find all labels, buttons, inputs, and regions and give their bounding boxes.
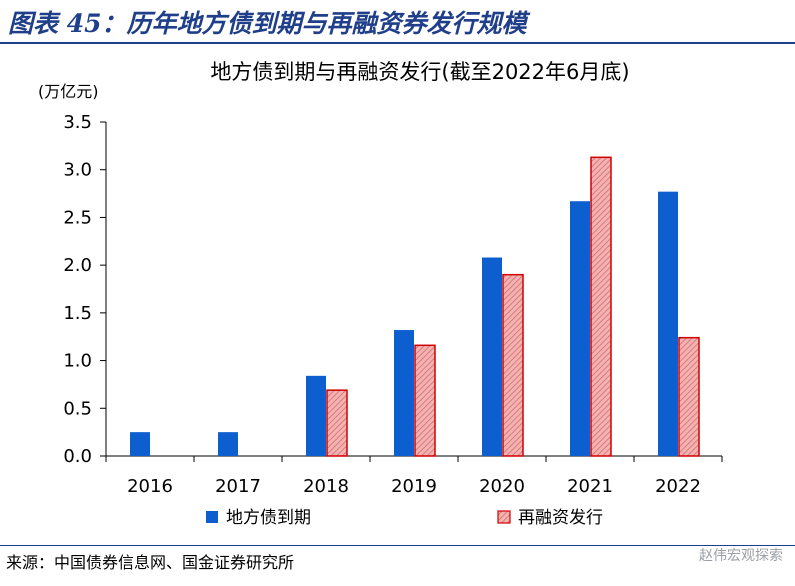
legend-swatch-refinancing (497, 510, 511, 524)
legend-label-refinancing: 再融资发行 (518, 508, 603, 528)
bar-maturity (130, 432, 150, 456)
source-rule (0, 545, 795, 546)
bar-refinancing (502, 273, 524, 457)
watermark: 赵伟宏观探索 (699, 548, 783, 564)
bar-refinancing (414, 344, 436, 457)
bar-maturity (394, 330, 414, 456)
bar-maturity (658, 191, 678, 457)
x-tick-label: 2017 (215, 476, 261, 497)
source-note: 来源：中国债券信息网、国金证券研究所 (6, 553, 295, 572)
y-tick-label: 0.0 (63, 446, 92, 467)
bar-maturity (306, 375, 326, 456)
legend: 地方债到期 再融资发行 (206, 508, 603, 528)
y-axis-label: (万亿元) (38, 82, 99, 101)
legend-label-maturity: 地方债到期 (226, 508, 311, 528)
legend-swatch-maturity (206, 511, 218, 523)
axes: 0.0 0.5 1.0 1.5 2.0 2.5 3.0 3.5 2016 2017 2018 2019… (63, 112, 723, 497)
y-tick-label: 0.5 (63, 398, 92, 419)
chart-title: 地方债到期与再融资发行(截至2022年6月底) (210, 60, 629, 84)
bar-maturity (570, 201, 590, 456)
x-tick-label: 2022 (655, 476, 701, 497)
figure-header: 图表 45：历年地方债到期与再融资券发行规模 (0, 0, 795, 44)
x-tick-label: 2016 (127, 476, 173, 497)
bar-maturity (218, 432, 238, 456)
header-rule (0, 42, 795, 44)
bar-refinancing (326, 389, 348, 457)
y-tick-label: 3.5 (63, 112, 92, 133)
y-tick-label: 1.5 (63, 303, 92, 324)
bar-maturity (482, 257, 502, 456)
x-tick-label: 2020 (479, 476, 525, 497)
x-tick-label: 2019 (391, 476, 437, 497)
x-tick-label: 2021 (567, 476, 613, 497)
y-tick-label: 3.0 (63, 160, 92, 181)
bar-refinancing (590, 156, 612, 457)
x-tick-label: 2018 (303, 476, 349, 497)
bar-refinancing (678, 336, 700, 457)
y-tick-label: 2.5 (63, 207, 92, 228)
bars (130, 156, 700, 457)
y-tick-label: 1.0 (63, 351, 92, 372)
y-tick-label: 2.0 (63, 255, 92, 276)
figure-title: 图表 45：历年地方债到期与再融资券发行规模 (8, 9, 527, 38)
